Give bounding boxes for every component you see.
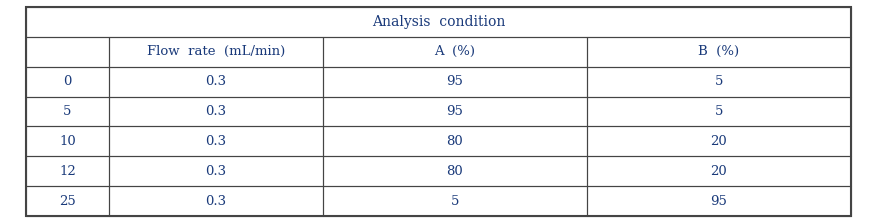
Bar [109, 97, 323, 126]
Bar [26, 126, 109, 156]
Text: Analysis  condition: Analysis condition [372, 15, 505, 29]
Text: 0.3: 0.3 [205, 195, 226, 208]
Text: 0.3: 0.3 [205, 165, 226, 178]
Text: A  (%): A (%) [434, 45, 475, 58]
Text: 0.3: 0.3 [205, 105, 226, 118]
Text: 12: 12 [59, 165, 76, 178]
Bar [587, 126, 851, 156]
Text: 80: 80 [446, 165, 463, 178]
Bar [26, 97, 109, 126]
Bar [323, 97, 587, 126]
Text: 5: 5 [63, 105, 72, 118]
Bar [109, 186, 323, 216]
Text: 0.3: 0.3 [205, 135, 226, 148]
Bar [587, 37, 851, 67]
Text: 10: 10 [59, 135, 76, 148]
Text: 25: 25 [59, 195, 76, 208]
Text: 20: 20 [710, 135, 727, 148]
Bar [587, 156, 851, 186]
Bar [109, 126, 323, 156]
Text: 0: 0 [63, 75, 72, 88]
Text: 5: 5 [451, 195, 460, 208]
Text: 5: 5 [715, 105, 723, 118]
Text: B  (%): B (%) [698, 45, 739, 58]
Bar [323, 156, 587, 186]
Text: 95: 95 [446, 105, 463, 118]
Bar [109, 67, 323, 97]
Text: 95: 95 [710, 195, 727, 208]
Text: 95: 95 [446, 75, 463, 88]
Text: 0.3: 0.3 [205, 75, 226, 88]
Bar [109, 156, 323, 186]
Text: Flow  rate  (mL/min): Flow rate (mL/min) [146, 45, 285, 58]
Bar [323, 186, 587, 216]
Text: 20: 20 [710, 165, 727, 178]
Text: 80: 80 [446, 135, 463, 148]
Text: 5: 5 [715, 75, 723, 88]
Bar [26, 156, 109, 186]
Bar [587, 67, 851, 97]
Bar [587, 97, 851, 126]
Bar [26, 67, 109, 97]
Bar [26, 7, 851, 37]
Bar [323, 67, 587, 97]
Bar [26, 37, 109, 67]
Bar [323, 126, 587, 156]
Bar [323, 37, 587, 67]
Bar [109, 37, 323, 67]
Bar [587, 186, 851, 216]
Bar [26, 186, 109, 216]
